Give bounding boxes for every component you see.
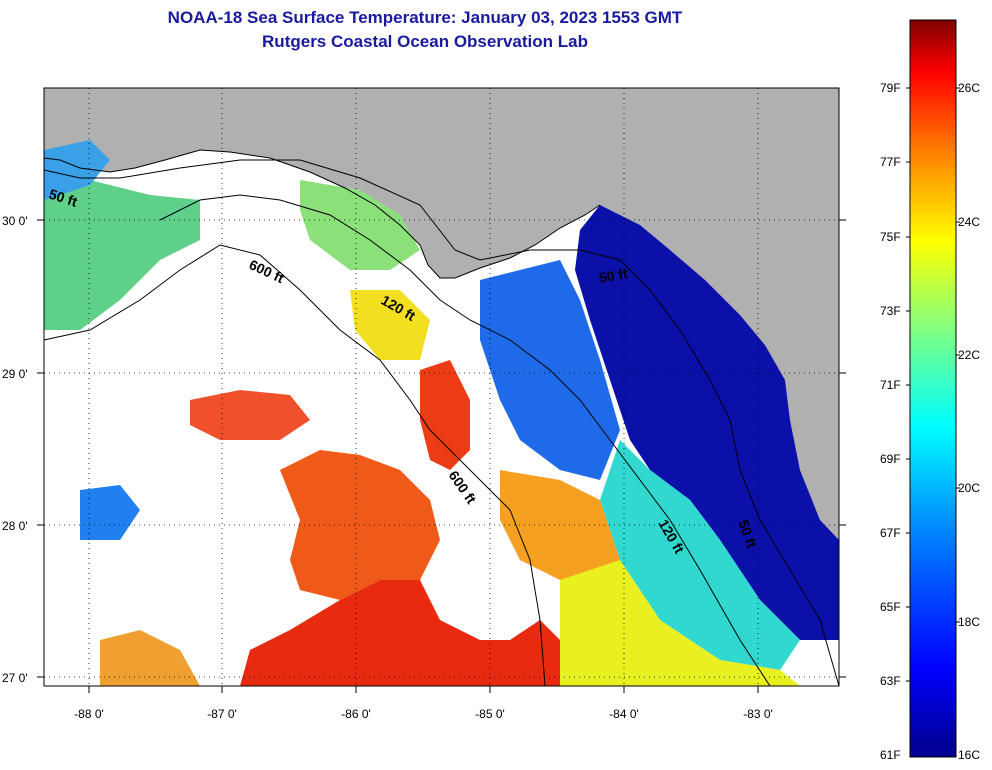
contour-label-50ft-bigbend: 50 ft [598,265,629,286]
colorbar-fahrenheit-labels: 79F 77F 75F 73F 71F 69F 67F 65F 63F 61F [880,81,901,762]
colorbar-f-65: 65F [880,600,901,614]
map-title: NOAA-18 Sea Surface Temperature: January… [167,8,683,27]
colorbar-c-26: 26C [958,81,980,95]
colorbar-c-24: 24C [958,215,980,229]
lat-label-27n: 27 0' [2,671,28,685]
lat-label-28n: 28 0' [2,519,28,533]
cold-water-bigbend [575,205,839,640]
contour-600ft-west [44,244,546,686]
colorbar-f-63: 63F [880,674,901,688]
warm-water-loop [420,360,470,470]
colorbar-c-18: 18C [958,615,980,629]
colorbar-ticks [906,87,960,682]
patch-sw [80,485,140,540]
shelf-water-west-b [44,140,110,200]
lon-label-83w: -83 0' [743,707,773,721]
lon-label-85w: -85 0' [475,707,505,721]
colorbar [909,19,957,758]
map-subtitle: Rutgers Coastal Ocean Observation Lab [262,32,588,51]
cyan-transition [600,440,800,670]
colorbar-f-61: 61F [880,748,901,762]
colorbar-f-67: 67F [880,526,901,540]
shelf-water-southeast [560,560,800,686]
colorbar-c-16: 16C [958,748,980,762]
lat-label-29n: 29 0' [2,367,28,381]
land-mass [44,88,839,540]
colorbar-c-22: 22C [958,348,980,362]
patch-sw-b [100,630,200,686]
colorbar-f-69: 69F [880,452,901,466]
lon-label-87w: -87 0' [207,707,237,721]
warm-water-south [240,580,560,686]
yellow-patch-north [350,290,430,360]
colorbar-f-77: 77F [880,155,901,169]
colorbar-f-73: 73F [880,304,901,318]
colorbar-c-20: 20C [958,481,980,495]
lon-label-88w: -88 0' [74,707,104,721]
contour-120ft [159,194,771,686]
coastline [44,149,601,279]
colorbar-f-79: 79F [880,81,901,95]
lat-label-30n: 30 0' [2,214,28,228]
lon-label-86w: -86 0' [341,707,371,721]
map-frame [43,87,840,687]
patch-mid-west [190,390,310,440]
colorbar-f-75: 75F [880,230,901,244]
colorbar-celsius-labels: 26C 24C 22C 20C 18C 16C [958,81,980,762]
frame-ticks [37,219,846,693]
contour-50ft [44,159,839,686]
lon-label-84w: -84 0' [609,707,639,721]
shelf-water-west [44,180,200,330]
colorbar-f-71: 71F [880,378,901,392]
northern-shelf [300,180,420,270]
